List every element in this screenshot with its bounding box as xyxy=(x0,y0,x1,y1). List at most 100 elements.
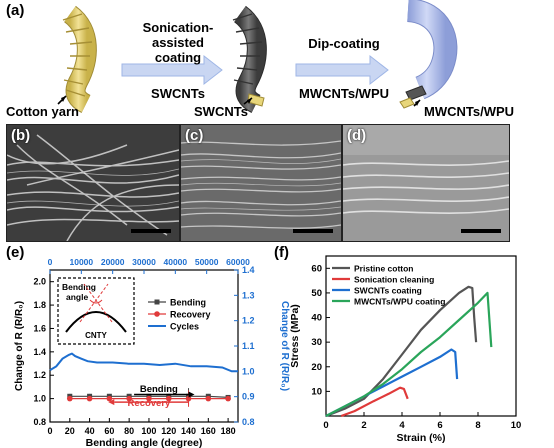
y-tick-label-e: 1.6 xyxy=(33,323,46,333)
data-point-recovery xyxy=(86,395,93,402)
annotation-recovery: Recovery xyxy=(128,398,171,409)
swcnt-yarn-illustration xyxy=(232,5,267,113)
legend-label: SWCNTs coating xyxy=(354,286,422,296)
series-pristine-cotton-line xyxy=(325,285,478,418)
scale-bar-b xyxy=(131,229,171,233)
x-tick-label-f: 0 xyxy=(323,420,328,431)
data-point-recovery xyxy=(205,395,212,402)
x-tick-label-e: 60 xyxy=(104,426,114,436)
chart-f: 0 2 4 6 8 10 Strain (%) 10 20 30 40 50 60 Stress (MPa… xyxy=(289,255,522,444)
top-tick-label-e: 20000 xyxy=(101,257,125,267)
x-axis-label-f: Strain (%) xyxy=(396,432,445,444)
inset-title-1: Bending xyxy=(62,282,96,292)
right-tick-label-e: 1.3 xyxy=(242,290,255,300)
y-axis-label-f: Stress (MPa) xyxy=(289,304,301,368)
series-mwcnts-wpu-coating-line xyxy=(325,291,493,417)
step1-line1: Sonication- xyxy=(142,20,214,35)
yarn-label-cotton: Cotton yarn xyxy=(6,104,79,119)
top-tick-label-e: 40000 xyxy=(164,257,188,267)
scale-bar-c xyxy=(293,229,333,233)
right-tick-label-e: 1.2 xyxy=(242,316,255,326)
panel-a-label: (a) xyxy=(6,2,25,19)
x-axis-label-e: Bending angle (degree) xyxy=(86,437,203,448)
legend-label: Recovery xyxy=(170,310,211,320)
legend-label: Pristine cotton xyxy=(354,264,414,274)
sem-label-d: (d) xyxy=(347,127,367,144)
y-tick-label-f: 30 xyxy=(311,337,322,348)
step2-material: MWCNTs/WPU xyxy=(298,86,390,101)
inset-tangent-1 xyxy=(79,283,109,323)
x-tick-label-e: 20 xyxy=(65,426,75,436)
step1-text: Sonication- assisted coating xyxy=(128,20,228,65)
top-tick-label-e: 0 xyxy=(48,257,53,267)
data-point-recovery xyxy=(126,395,132,402)
x-tick-label-f: 6 xyxy=(437,420,442,431)
x-tick-label-e: 80 xyxy=(124,426,134,436)
panel-a-schematic xyxy=(57,0,458,113)
right-axis-label-e: Change of R (R/R₀) xyxy=(279,301,290,391)
data-point-recovery xyxy=(225,395,231,402)
y-tick-label-f: 10 xyxy=(311,386,322,397)
legend-label: Cycles xyxy=(170,322,199,332)
y-tick-label-f: 50 xyxy=(311,288,322,299)
y-tick-label-f: 20 xyxy=(311,362,322,373)
data-point-recovery xyxy=(146,395,152,402)
step2-line1: Dip-coating xyxy=(308,36,380,51)
y-tick-label-e: 1.4 xyxy=(33,347,46,357)
legend-marker xyxy=(154,311,160,317)
sem-fibers-c xyxy=(181,125,341,241)
y-tick-label-e: 0.8 xyxy=(33,417,46,427)
x-tick-label-e: 160 xyxy=(201,426,216,436)
top-tick-label-e: 60000 xyxy=(226,257,250,267)
annotation-bending: Bending xyxy=(140,384,178,395)
x-tick-label-f: 2 xyxy=(361,420,366,431)
y-tick-label-f: 40 xyxy=(311,313,322,324)
sem-label-b: (b) xyxy=(11,127,31,144)
top-tick-label-e: 10000 xyxy=(70,257,94,267)
step1-material: SWCNTs xyxy=(151,86,205,101)
x-tick-label-f: 10 xyxy=(511,420,522,431)
sem-image-b: (b) xyxy=(6,124,180,242)
plot-frame-f xyxy=(325,255,517,417)
right-tick-label-e: 1.1 xyxy=(242,341,255,351)
y-axis-label-e: Change of R (R/R₀) xyxy=(14,301,25,391)
right-tick-label-e: 1.0 xyxy=(242,366,255,376)
panel-f-label: (f) xyxy=(274,244,289,261)
yarn-label-wpu: MWCNTs/WPU xyxy=(424,104,515,119)
chart-e: 0 20 40 60 80 100 120 140 160 180 Bending angle (d… xyxy=(14,257,290,448)
data-point-recovery xyxy=(106,395,113,402)
legend-label: Sonication cleaning xyxy=(354,275,434,285)
y-tick-label-e: 1.8 xyxy=(33,300,46,310)
data-point-recovery xyxy=(165,395,172,402)
right-tick-label-e: 0.9 xyxy=(242,392,255,402)
x-tick-label-e: 120 xyxy=(161,426,176,436)
data-point-recovery xyxy=(185,395,192,402)
sem-fibers-b xyxy=(7,125,179,241)
y-tick-label-e: 2.0 xyxy=(33,277,46,287)
inset-angle-arc xyxy=(89,299,103,304)
yarn-label-swcnt: SWCNTs xyxy=(194,104,248,119)
wpu-yarn-illustration xyxy=(399,0,458,109)
x-tick-label-e: 180 xyxy=(221,426,236,436)
x-tick-label-e: 40 xyxy=(85,426,95,436)
cotton-yarn-illustration xyxy=(62,5,97,113)
sem-image-d: (d) xyxy=(342,124,510,242)
series-sonication-cleaning-line xyxy=(340,386,409,418)
inset-bent-yarn xyxy=(65,311,127,333)
right-tick-label-e: 0.8 xyxy=(242,417,255,427)
legend-label: Bending xyxy=(170,298,206,308)
scale-bar-d xyxy=(461,229,501,233)
step1-line2: assisted coating xyxy=(151,35,205,65)
sem-image-c: (c) xyxy=(180,124,342,242)
x-tick-label-f: 8 xyxy=(475,420,480,431)
sem-label-c: (c) xyxy=(185,127,204,144)
series-cycles-line xyxy=(49,352,238,373)
y-tick-label-e: 1.0 xyxy=(33,394,46,404)
arrowhead-bending xyxy=(188,391,195,398)
inset-tangent-2 xyxy=(83,283,113,323)
process-arrow-2 xyxy=(295,54,389,86)
x-tick-label-e: 100 xyxy=(141,426,156,436)
panel-e-label: (e) xyxy=(6,244,25,261)
y-tick-label-e: 1.2 xyxy=(33,370,46,380)
inset-caption: CNTY xyxy=(85,331,107,340)
